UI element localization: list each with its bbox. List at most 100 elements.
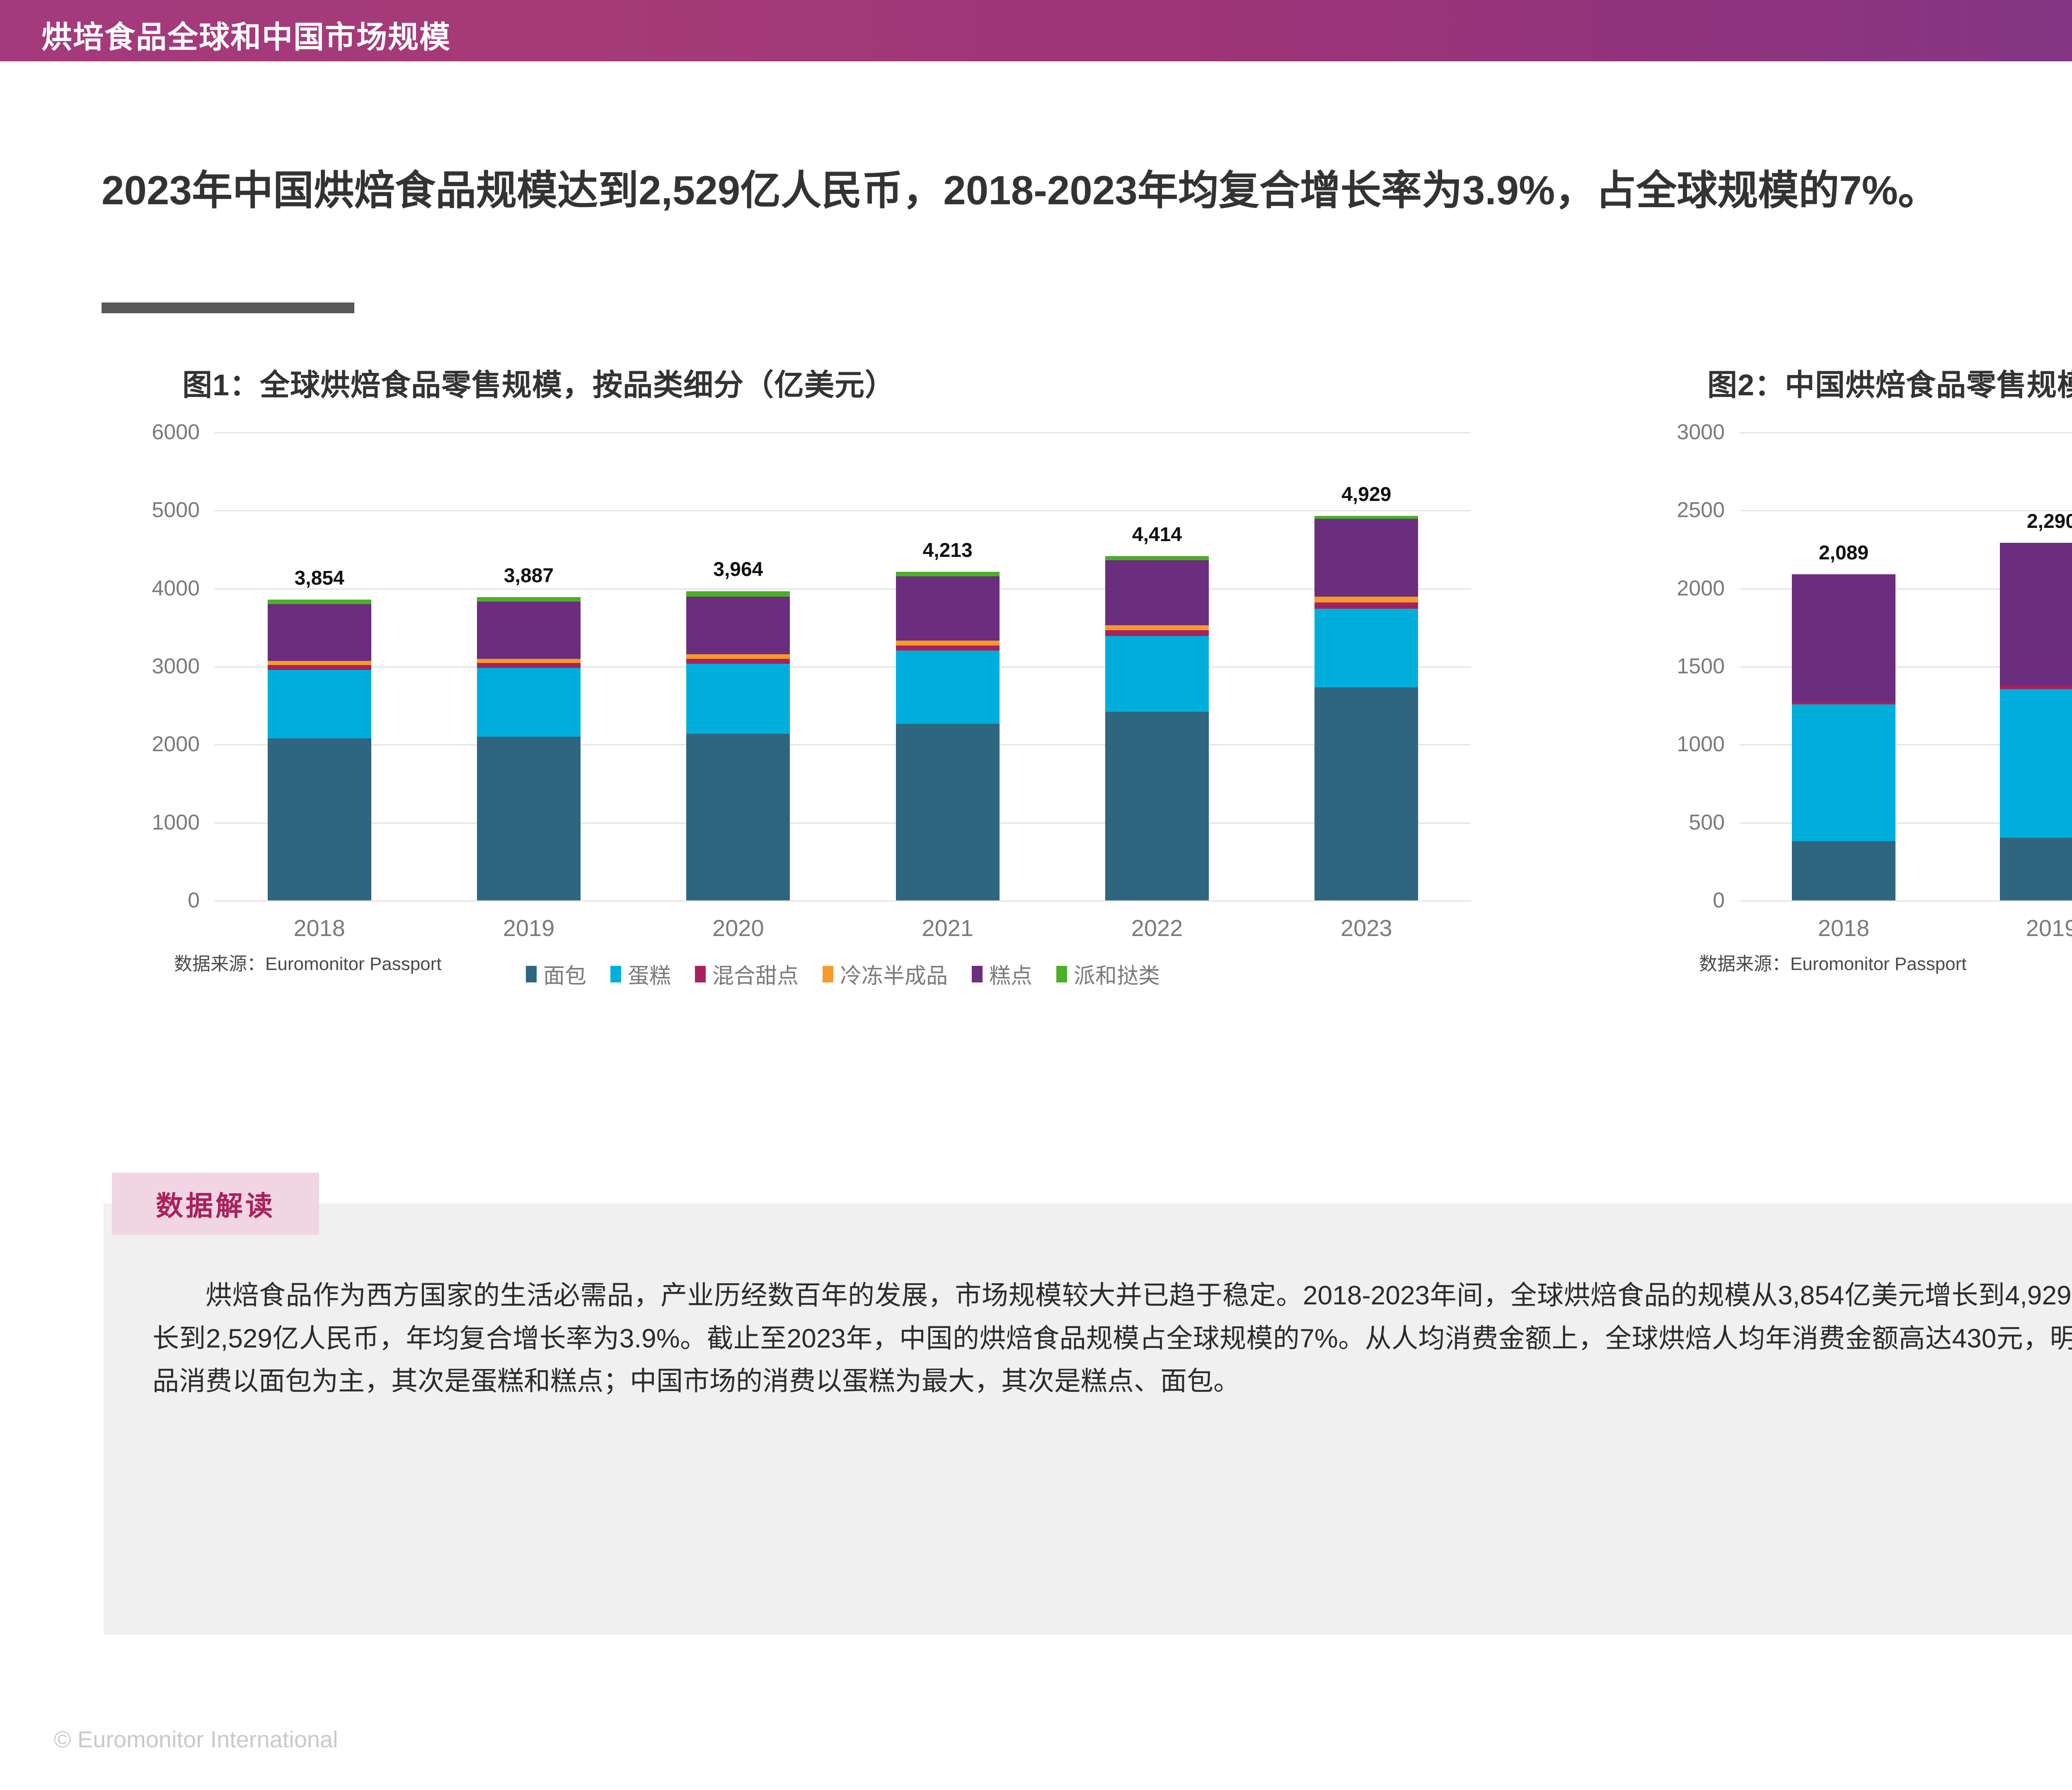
chart-title-china: 图2：中国烘焙食品零售规模，按品类细分（亿人民币） <box>1707 369 2072 402</box>
x-axis-tick-label: 2021 <box>922 914 973 941</box>
gridline <box>1740 822 2072 824</box>
bar-total-label: 4,414 <box>1132 523 1182 546</box>
legend-label: 面包 <box>543 964 586 988</box>
bar-segment[interactable] <box>686 654 790 659</box>
bar-segment[interactable] <box>267 600 371 605</box>
bar-total-label: 4,213 <box>922 539 973 561</box>
bar-segment[interactable] <box>1105 556 1209 561</box>
title-underline-rule <box>102 302 354 313</box>
bar-column[interactable]: 4,929 <box>1314 432 1418 900</box>
bar-segment[interactable] <box>1105 560 1209 625</box>
insight-tag-label: 数据解读 <box>156 1190 275 1221</box>
gridlines-china <box>1740 432 2072 902</box>
bar-total-label: 2,089 <box>1818 542 1869 564</box>
x-axis-tick-label: 2022 <box>1131 914 1183 941</box>
bar-segment[interactable] <box>896 724 1000 900</box>
bar-segment[interactable] <box>686 659 790 664</box>
legend-swatch <box>823 965 833 982</box>
bar-segment[interactable] <box>1105 636 1209 712</box>
bar-segment[interactable] <box>1314 608 1418 687</box>
y-axis-china: 0 500 1000 1500 2000 2500 3000 <box>1629 420 1732 912</box>
bar-segment[interactable] <box>2000 686 2072 689</box>
bar-segment[interactable] <box>896 645 1000 651</box>
bar-segment[interactable] <box>1314 602 1418 609</box>
bar-segment[interactable] <box>477 663 581 668</box>
page-header: 烘培食品全球和中国市场规模 7 <box>0 0 2072 61</box>
x-axis-tick-label: 2019 <box>503 914 555 941</box>
legend-item[interactable]: 混合甜点 <box>695 958 799 989</box>
insight-tag: 数据解读 <box>112 1173 319 1235</box>
bar-segment[interactable] <box>686 664 790 734</box>
bar-segment[interactable] <box>1314 515 1418 519</box>
legend-label: 冷冻半成品 <box>840 964 948 988</box>
bar-total-label: 4,929 <box>1341 483 1392 506</box>
x-axis-tick-label: 2023 <box>1341 914 1392 941</box>
y-axis-tick-label: 2500 <box>1677 498 1725 522</box>
insight-body-text: 烘焙食品作为西方国家的生活必需品，产业历经数百年的发展，市场规模较大并已趋于稳定… <box>152 1280 2072 1396</box>
bar-segment[interactable] <box>2000 543 2072 686</box>
bar-segment[interactable] <box>477 658 581 663</box>
bar-column[interactable]: 4,414 <box>1105 432 1209 900</box>
bar-segment[interactable] <box>1792 574 1895 702</box>
bar-segment[interactable] <box>1314 597 1418 602</box>
legend-item[interactable]: 冷冻半成品 <box>823 958 948 989</box>
bar-segment[interactable] <box>1105 630 1209 636</box>
source-note-china: 数据来源：Euromonitor Passport <box>1699 954 1967 974</box>
bar-stack <box>686 591 790 900</box>
bar-segment[interactable] <box>267 660 371 665</box>
footer-copyright: © Euromonitor International <box>54 1726 338 1752</box>
bar-segment[interactable] <box>267 665 371 670</box>
bar-column[interactable]: 3,964 <box>686 432 790 900</box>
bar-segment[interactable] <box>686 596 790 655</box>
gridline <box>215 510 1471 512</box>
legend-item[interactable]: 派和挞类 <box>1056 958 1160 989</box>
y-axis-tick-label: 500 <box>1689 810 1725 835</box>
legend-swatch <box>610 965 621 982</box>
gridline <box>1740 588 2072 590</box>
legend-label: 混合甜点 <box>712 964 799 988</box>
bar-segment[interactable] <box>1105 625 1209 631</box>
legend-item[interactable]: 蛋糕 <box>610 958 671 989</box>
bar-segment[interactable] <box>1314 687 1418 900</box>
bar-segment[interactable] <box>1314 519 1418 597</box>
gridline <box>1740 666 2072 668</box>
bar-segment[interactable] <box>477 602 581 659</box>
gridline <box>215 900 1471 902</box>
bar-segment[interactable] <box>267 738 371 900</box>
legend-label: 蛋糕 <box>627 964 671 988</box>
bar-column[interactable]: 2,290 <box>2000 432 2072 900</box>
bar-segment[interactable] <box>896 651 1000 724</box>
bar-segment[interactable] <box>2000 689 2072 838</box>
gridline <box>215 588 1471 590</box>
bar-segment[interactable] <box>896 640 1000 646</box>
bar-segment[interactable] <box>2000 838 2072 900</box>
bar-segment[interactable] <box>686 591 790 597</box>
bar-segment[interactable] <box>477 668 581 737</box>
legend-label: 糕点 <box>989 964 1033 988</box>
bar-column[interactable]: 3,854 <box>267 432 371 900</box>
bar-segment[interactable] <box>1792 701 1895 705</box>
bar-segment[interactable] <box>477 597 581 602</box>
y-axis-tick-label: 6000 <box>152 420 200 444</box>
bar-segment[interactable] <box>896 576 1000 641</box>
bar-segment[interactable] <box>267 604 371 661</box>
bar-column[interactable]: 3,887 <box>477 432 581 900</box>
y-axis-tick-label: 3000 <box>152 654 200 678</box>
bar-segment[interactable] <box>1792 704 1895 841</box>
bar-segment[interactable] <box>267 670 371 739</box>
bar-column[interactable]: 2,089 <box>1792 432 1895 900</box>
bar-segment[interactable] <box>477 737 581 900</box>
gridline <box>215 744 1471 746</box>
legend-swatch <box>695 965 706 982</box>
bar-segment[interactable] <box>896 571 1000 577</box>
y-axis-tick-label: 3000 <box>1677 420 1725 444</box>
bar-segment[interactable] <box>1105 712 1209 900</box>
bar-column[interactable]: 4,213 <box>896 432 1000 900</box>
bar-segment[interactable] <box>1792 841 1895 900</box>
header-title: 烘培食品全球和中国市场规模 <box>41 20 451 54</box>
bar-segment[interactable] <box>686 733 790 900</box>
gridlines-global <box>215 432 1471 902</box>
legend-item[interactable]: 糕点 <box>972 958 1032 989</box>
legend-item[interactable]: 面包 <box>525 958 586 989</box>
